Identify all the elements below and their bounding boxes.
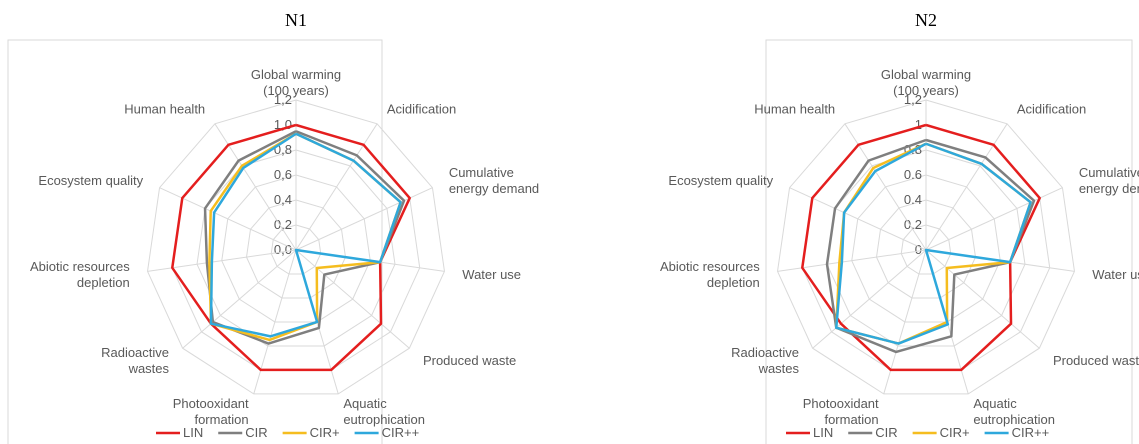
category-label: Ecosystem quality	[668, 173, 773, 188]
category-label: Water use	[1092, 267, 1139, 282]
grid-ring	[245, 199, 347, 299]
chart-frame	[7, 39, 383, 444]
spoke	[925, 249, 1040, 349]
series-line	[209, 132, 402, 338]
grid-ring	[147, 99, 445, 395]
spoke	[777, 249, 927, 272]
category-label: Aquatic eutrophication	[973, 396, 1055, 427]
grid-ring	[851, 174, 1001, 323]
legend-label: CIR+	[940, 425, 970, 440]
category-label: Photooxidant formation	[803, 396, 879, 427]
grid-ring	[270, 224, 322, 275]
legend-label: CIR++	[382, 425, 420, 440]
category-label: Acidification	[1017, 102, 1086, 117]
grid-ring	[900, 224, 952, 275]
legend-label: LIN	[183, 425, 203, 440]
series-line	[203, 130, 406, 345]
spoke	[812, 249, 927, 349]
y-tick-label: 0.6	[904, 167, 922, 182]
legend-label: CIR	[245, 425, 267, 440]
spoke	[182, 249, 297, 349]
series-line	[171, 123, 411, 372]
grid-ring	[777, 99, 1075, 395]
y-tick-label: 1,2	[274, 92, 292, 107]
category-label: Water use	[462, 267, 521, 282]
y-tick-label: 0,6	[274, 167, 292, 182]
grid-ring	[221, 174, 371, 323]
spoke	[295, 249, 410, 349]
chart-frame	[765, 39, 1133, 444]
legend-label: CIR	[875, 425, 897, 440]
category-label: Radioactive wastes	[731, 345, 799, 376]
grid-ring	[875, 199, 977, 299]
legend-label: LIN	[813, 425, 833, 440]
y-tick-label: 0,2	[274, 217, 292, 232]
category-label: Produced waste	[1053, 353, 1139, 368]
category-label: Radioactive wastes	[101, 345, 169, 376]
category-label: Abiotic resources depletion	[30, 259, 130, 290]
series-line	[835, 142, 1032, 345]
category-label: Global warming (100 years)	[251, 67, 341, 98]
category-label: Acidification	[387, 102, 456, 117]
y-tick-label: 1	[915, 117, 922, 132]
category-label: Produced waste	[423, 353, 516, 368]
series-line	[801, 123, 1041, 372]
category-label: Aquatic eutrophication	[343, 396, 425, 427]
spoke	[147, 249, 297, 272]
legend-label: CIR++	[1012, 425, 1050, 440]
category-label: Human health	[124, 102, 205, 117]
category-label: Human health	[754, 102, 835, 117]
chart-title: N1	[285, 10, 307, 30]
y-tick-label: 0,4	[274, 192, 292, 207]
category-label: Abiotic resources depletion	[660, 259, 760, 290]
y-tick-label: 0	[915, 242, 922, 257]
chart-title: N2	[915, 10, 937, 30]
category-label: Ecosystem quality	[38, 173, 143, 188]
legend-label: CIR+	[310, 425, 340, 440]
y-tick-label: 0.2	[904, 217, 922, 232]
series-line	[825, 138, 1036, 354]
category-label: Photooxidant formation	[173, 396, 249, 427]
y-tick-label: 0.4	[904, 192, 922, 207]
category-label: Global warming (100 years)	[881, 67, 971, 98]
y-tick-label: 1,2	[904, 92, 922, 107]
